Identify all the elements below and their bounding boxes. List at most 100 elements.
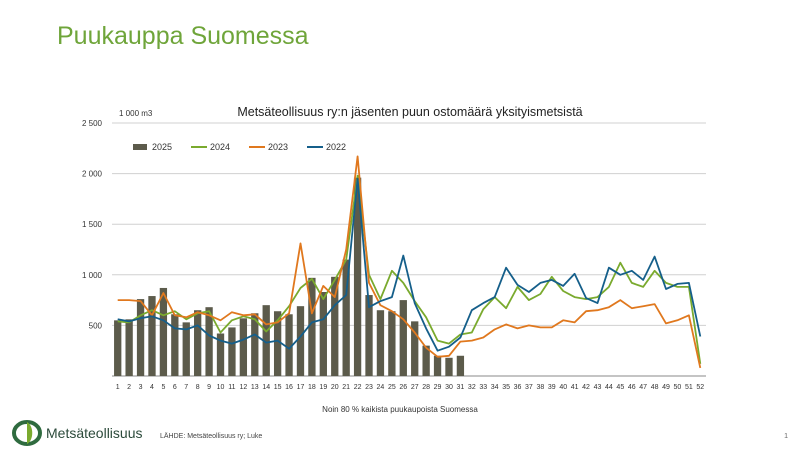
chart-title: Metsäteollisuus ry:n jäsenten puun ostom… [237,105,582,119]
x-tick-label: 22 [354,384,362,391]
x-tick-label: 39 [548,384,556,391]
bar-2025 [171,314,179,376]
chart: Metsäteollisuus ry:n jäsenten puun ostom… [82,105,706,391]
bar-2025 [239,318,248,376]
x-tick-label: 49 [662,384,670,391]
x-tick-label: 27 [411,384,419,391]
x-tick-label: 38 [536,384,544,391]
bar-2025 [194,310,202,376]
bar-2025 [342,259,350,376]
x-tick-label: 13 [251,384,259,391]
bar-2025 [433,355,442,376]
x-tick-label: 40 [559,384,567,391]
slide-title: Puukauppa Suomessa [57,22,309,50]
bar-2025 [148,296,156,376]
x-tick-label: 21 [342,384,350,391]
x-tick-label: 46 [628,384,636,391]
x-tick-label: 42 [582,384,590,391]
x-tick-label: 43 [594,384,602,391]
legend-swatch-2025 [133,144,147,150]
x-tick-label: 3 [139,384,143,391]
legend-label-2025: 2025 [152,142,172,152]
x-tick-label: 50 [674,384,682,391]
bar-2025 [399,300,407,376]
brand-name: Metsäteollisuus [46,425,143,441]
legend-label-2023: 2023 [268,142,288,152]
bar-2025 [262,305,270,376]
bar-2025 [445,357,453,376]
x-tick-label: 37 [525,384,533,391]
x-tick-label: 9 [207,384,211,391]
x-tick-label: 7 [184,384,188,391]
x-tick-label: 19 [319,384,327,391]
x-tick-label: 48 [651,384,659,391]
y-tick-label: 2 000 [82,170,103,179]
x-tick-label: 32 [468,384,476,391]
bar-2025 [456,355,465,376]
x-tick-label: 51 [685,384,693,391]
bar-2025 [114,320,122,376]
line-2024 [117,174,702,365]
y-tick-label: 1 000 [82,271,103,280]
x-tick-label: 26 [399,384,407,391]
bar-2025 [388,311,396,376]
bar-2025 [136,299,145,376]
x-tick-label: 23 [365,384,373,391]
bar-2025 [331,276,339,376]
x-tick-label: 29 [434,384,442,391]
bar-2025 [308,277,316,376]
line-2022 [117,177,702,352]
bar-2025 [376,310,385,376]
x-tick-label: 18 [308,384,316,391]
bar-2025 [411,321,419,376]
x-tick-label: 15 [274,384,282,391]
x-tick-label: 16 [285,384,293,391]
legend-label-2024: 2024 [210,142,230,152]
x-tick-label: 12 [239,384,247,391]
x-tick-label: 44 [605,384,613,391]
x-tick-label: 11 [228,384,235,391]
y-axis-ticks: 500 1 000 1 500 2 000 2 500 [82,119,103,330]
x-axis-ticks: 1 2 3 4 5 6 7 8 9 10 11 12 13 14 15 16 17 18 19 20 21 22 23 24 2… [116,384,705,391]
x-tick-label: 2 [127,384,131,391]
x-tick-label: 45 [616,384,624,391]
x-tick-label: 5 [161,384,165,391]
legend-label-2022: 2022 [326,142,346,152]
x-tick-label: 34 [491,384,499,391]
x-tick-label: 28 [422,384,430,391]
x-tick-label: 6 [173,384,177,391]
bar-2025 [365,295,373,376]
bar-2025 [182,322,190,376]
x-tick-label: 24 [377,384,385,391]
line-2023 [117,155,702,369]
y-tick-label: 1 500 [82,220,103,229]
x-tick-label: 52 [696,384,704,391]
x-tick-label: 41 [571,384,579,391]
bar-2025 [285,314,293,376]
x-tick-label: 1 [116,384,120,391]
x-tick-label: 8 [196,384,200,391]
y-tick-label: 500 [89,321,103,330]
bar-2025 [125,319,133,376]
bar-2025 [422,345,430,376]
y-tick-label: 2 500 [82,119,103,128]
bar-2025 [296,306,305,376]
x-axis-caption: Noin 80 % kaikista puukaupoista Suomessa [322,405,478,414]
y-unit-label: 1 000 m3 [119,109,153,118]
line-series [117,155,702,369]
x-tick-label: 30 [445,384,453,391]
bar-2025 [273,311,282,376]
bar-2025 [159,287,168,376]
x-tick-label: 20 [331,384,339,391]
leaf-logo-icon [12,420,42,446]
bar-2025 [216,333,225,376]
x-tick-label: 10 [217,384,225,391]
bar-2025 [205,307,213,376]
source-note: LÄHDE: Metsäteollisuus ry; Luke [160,433,263,440]
bar-series [114,177,465,376]
footer-logo: Metsäteollisuus [12,420,143,446]
legend: 2025 2024 2023 2022 [133,142,346,152]
x-tick-label: 17 [297,384,305,391]
bar-2025 [319,292,327,376]
x-tick-label: 25 [388,384,396,391]
